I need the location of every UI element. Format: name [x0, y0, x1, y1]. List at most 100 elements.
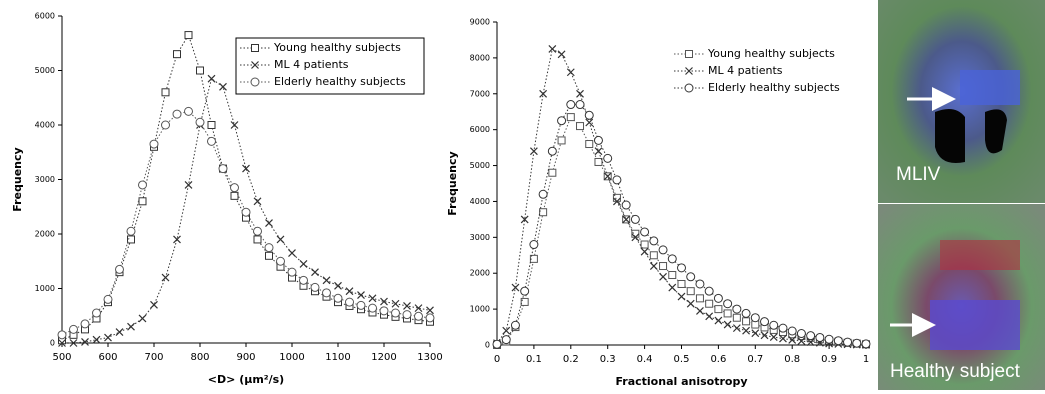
data-point	[346, 288, 353, 295]
data-point	[105, 334, 112, 341]
x-tick-label: 900	[236, 352, 255, 363]
legend-marker	[685, 84, 693, 92]
data-point	[669, 284, 676, 291]
x-tick-label: 1200	[371, 352, 396, 363]
y-tick-label: 7000	[470, 89, 490, 98]
data-point	[254, 198, 261, 205]
data-point	[493, 340, 501, 348]
data-point	[334, 294, 342, 302]
data-point	[558, 137, 565, 144]
legend-label: Young healthy subjects	[273, 41, 401, 54]
data-point	[173, 110, 181, 118]
data-point	[770, 321, 778, 329]
data-point	[403, 311, 411, 319]
legend-label: ML 4 patients	[274, 58, 349, 71]
data-point	[724, 300, 732, 308]
legend-marker	[686, 51, 693, 58]
data-point	[174, 236, 181, 243]
data-point	[733, 325, 740, 332]
image-region	[960, 70, 1020, 105]
legend-marker	[686, 68, 693, 75]
data-point	[742, 309, 750, 317]
data-point	[231, 122, 238, 129]
data-point	[714, 294, 722, 302]
data-point	[558, 117, 566, 125]
data-point	[549, 169, 556, 176]
data-point	[724, 321, 731, 328]
data-point	[678, 293, 685, 300]
y-tick-label: 1000	[470, 305, 490, 314]
y-tick-label: 5000	[470, 161, 490, 170]
data-point	[219, 165, 227, 173]
x-tick-label: 0	[494, 354, 500, 365]
data-point	[779, 324, 787, 332]
data-point	[243, 165, 250, 172]
data-point	[358, 292, 365, 299]
data-point	[58, 331, 66, 339]
data-point	[797, 330, 805, 338]
data-point	[185, 107, 193, 115]
data-point	[706, 313, 713, 320]
data-point	[502, 336, 510, 344]
data-point	[289, 250, 296, 257]
data-point	[503, 327, 510, 334]
data-point	[743, 327, 750, 334]
legend-label: Young healthy subjects	[707, 47, 835, 60]
data-point	[288, 268, 296, 276]
series-line	[497, 105, 866, 345]
data-point	[335, 282, 342, 289]
y-tick-label: 4000	[35, 121, 55, 130]
data-point	[659, 246, 667, 254]
data-point	[687, 273, 695, 281]
data-point	[668, 255, 676, 263]
y-axis-label: Frequency	[11, 147, 24, 211]
data-point	[242, 208, 250, 216]
data-point	[594, 136, 602, 144]
data-point	[696, 295, 703, 302]
data-point	[816, 333, 824, 341]
data-point	[116, 265, 124, 273]
data-point	[196, 118, 204, 126]
data-point	[512, 284, 519, 291]
x-axis-label: <D> (μm²/s)	[208, 373, 284, 386]
x-tick-label: 0.5	[674, 354, 690, 365]
data-point	[715, 317, 722, 324]
data-point	[586, 119, 593, 126]
data-point	[254, 227, 262, 235]
data-point	[185, 32, 192, 39]
data-point	[632, 230, 639, 237]
data-point	[641, 228, 649, 236]
data-point	[530, 241, 538, 249]
data-point	[380, 307, 388, 315]
data-point	[128, 323, 135, 330]
page: {"chart_data": [ {"type": "scatter", "x_…	[0, 0, 1045, 390]
data-point	[761, 318, 769, 326]
data-point	[323, 277, 330, 284]
data-point	[162, 274, 169, 281]
data-point	[266, 252, 273, 259]
data-point	[595, 148, 602, 155]
data-point	[853, 339, 861, 347]
y-tick-label: 0	[50, 339, 55, 348]
data-point	[678, 280, 685, 287]
data-point	[357, 301, 365, 309]
data-point	[300, 276, 308, 284]
image-panel: MLIV Healthy subject	[878, 0, 1045, 390]
data-point	[70, 325, 78, 333]
data-point	[678, 264, 686, 272]
data-point	[139, 198, 146, 205]
data-point	[265, 244, 273, 252]
data-point	[862, 340, 870, 348]
data-point	[577, 90, 584, 97]
y-tick-label: 5000	[35, 66, 55, 75]
data-point	[613, 176, 621, 184]
x-tick-label: 1000	[279, 352, 304, 363]
data-point	[650, 263, 657, 270]
data-point	[650, 252, 657, 259]
data-point	[139, 181, 147, 189]
data-point	[631, 215, 639, 223]
x-tick-label: 1100	[325, 352, 350, 363]
data-point	[162, 121, 170, 129]
data-point	[323, 289, 331, 297]
image-region	[940, 240, 1020, 270]
